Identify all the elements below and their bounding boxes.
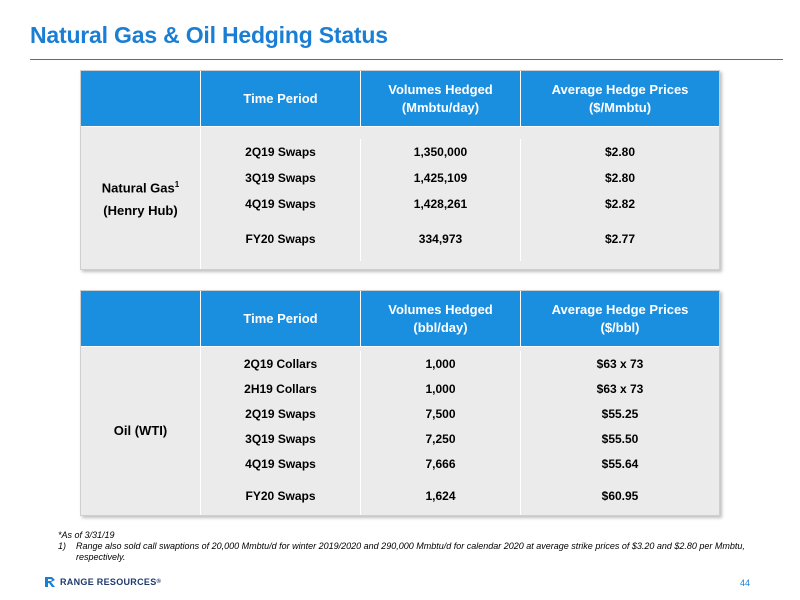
table-row: 4Q19 Swaps 1,428,261 $2.82 <box>201 191 719 217</box>
price-cell: $63 x 73 <box>596 381 644 396</box>
oil-label-line1: Oil (WTI) <box>113 423 168 438</box>
gas-label-line1: Natural Gas <box>101 180 175 196</box>
table-row: 2Q19 Collars 1,000 $63 x 73 <box>201 351 719 376</box>
volume-cell: 7,666 <box>361 451 521 476</box>
volume-cell: 1,428,261 <box>361 191 521 217</box>
table-row: 3Q19 Swaps 7,250 $55.50 <box>201 426 719 451</box>
table-row: FY20 Swaps 1,624 $60.95 <box>201 476 719 515</box>
footnotes: *As of 3/31/19 1) Range also sold call s… <box>58 530 758 563</box>
logo-registered-mark: ® <box>156 579 162 585</box>
volume-cell: 1,000 <box>361 351 521 376</box>
price-cell: $2.80 <box>604 145 636 159</box>
price-cell: $60.95 <box>601 488 639 503</box>
period-cell: 2H19 Collars <box>201 376 361 401</box>
price-cell: $55.50 <box>601 431 639 446</box>
oil-header-blank <box>81 291 201 346</box>
oil-header-price: Average Hedge Prices ($/bbl) <box>551 301 689 335</box>
period-cell: 2Q19 Collars <box>201 351 361 376</box>
table-row: 2Q19 Swaps 1,350,000 $2.80 <box>201 139 719 165</box>
period-cell: FY20 Swaps <box>201 476 361 515</box>
oil-table-header: Time Period Volumes Hedged (bbl/day) Ave… <box>81 291 719 347</box>
price-cell: $55.25 <box>601 406 639 421</box>
gas-label-footnote-marker: 1 <box>174 180 180 190</box>
gas-header-volume: Volumes Hedged (Mmbtu/day) <box>361 71 521 126</box>
period-cell: 2Q19 Swaps <box>201 139 361 165</box>
volume-cell: 1,350,000 <box>361 139 521 165</box>
footnote-text: Range also sold call swaptions of 20,000… <box>76 541 745 562</box>
gas-header-period: Time Period <box>201 71 361 126</box>
gas-row-label: Natural Gas1 (Henry Hub) <box>81 127 201 269</box>
table-row: 3Q19 Swaps 1,425,109 $2.80 <box>201 165 719 191</box>
price-cell: $2.77 <box>604 232 636 246</box>
title-divider <box>30 59 783 60</box>
company-logo: RANGE RESOURCES ® <box>44 576 161 588</box>
oil-header-period: Time Period <box>201 291 361 346</box>
period-cell: 3Q19 Swaps <box>201 426 361 451</box>
oil-hedge-table: Time Period Volumes Hedged (bbl/day) Ave… <box>80 290 720 516</box>
oil-header-volume: Volumes Hedged (bbl/day) <box>361 291 521 346</box>
period-cell: FY20 Swaps <box>201 217 361 261</box>
price-cell: $63 x 73 <box>596 356 644 371</box>
page-number: 44 <box>739 578 750 588</box>
gas-label-line2: (Henry Hub) <box>103 202 178 218</box>
period-cell: 4Q19 Swaps <box>201 191 361 217</box>
gas-header-blank <box>81 71 201 126</box>
gas-header-price: Average Hedge Prices ($/Mmbtu) <box>551 81 689 115</box>
table-row: 2Q19 Swaps 7,500 $55.25 <box>201 401 719 426</box>
oil-row-label: Oil (WTI) <box>81 347 201 515</box>
table-row: FY20 Swaps 334,973 $2.77 <box>201 217 719 261</box>
footnote-number: 1) <box>58 541 67 551</box>
price-cell: $55.64 <box>601 456 639 471</box>
gas-hedge-table: Time Period Volumes Hedged (Mmbtu/day) A… <box>80 70 720 270</box>
price-cell: $2.80 <box>604 171 636 185</box>
volume-cell: 1,000 <box>361 376 521 401</box>
volume-cell: 334,973 <box>361 217 521 261</box>
period-cell: 4Q19 Swaps <box>201 451 361 476</box>
page-title: Natural Gas & Oil Hedging Status <box>30 22 388 48</box>
as-of-note: *As of 3/31/19 <box>58 530 115 540</box>
period-cell: 3Q19 Swaps <box>201 165 361 191</box>
volume-cell: 7,250 <box>361 426 521 451</box>
volume-cell: 7,500 <box>361 401 521 426</box>
range-logo-icon <box>45 577 55 587</box>
gas-table-header: Time Period Volumes Hedged (Mmbtu/day) A… <box>81 71 719 127</box>
volume-cell: 1,624 <box>361 476 521 515</box>
logo-text: RANGE RESOURCES <box>60 577 157 587</box>
table-row: 4Q19 Swaps 7,666 $55.64 <box>201 451 719 476</box>
table-row: 2H19 Collars 1,000 $63 x 73 <box>201 376 719 401</box>
price-cell: $2.82 <box>604 197 636 211</box>
volume-cell: 1,425,109 <box>361 165 521 191</box>
period-cell: 2Q19 Swaps <box>201 401 361 426</box>
